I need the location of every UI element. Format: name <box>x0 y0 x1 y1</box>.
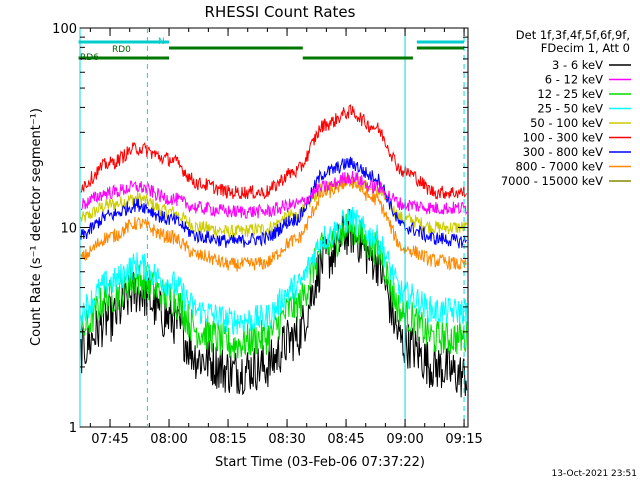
y-tick-label: 1 <box>69 421 77 436</box>
x-tick-label: 08:00 <box>150 432 187 447</box>
legend-entry-label: 100 - 300 keV <box>523 131 603 145</box>
legend-header-line: FDecim 1, Att 0 <box>541 41 630 55</box>
series-line <box>80 206 468 336</box>
x-axis-label: Start Time (03-Feb-06 07:37:22) <box>215 455 425 470</box>
series-line <box>80 210 468 359</box>
x-tick-label: 08:30 <box>268 432 305 447</box>
night-marker-label: N <box>158 37 165 47</box>
legend-entry-label: 3 - 6 keV <box>552 58 603 72</box>
rd0-label: RD0 <box>112 45 131 55</box>
legend-entry-label: 25 - 50 keV <box>537 102 603 116</box>
generation-timestamp: 13-Oct-2021 23:51 <box>552 469 637 479</box>
legend-entry-label: 7000 - 15000 keV <box>501 174 603 188</box>
legend-entry-label: 300 - 800 keV <box>523 145 603 159</box>
y-axis-label: Count Rate (s⁻¹ detector segment⁻¹) <box>29 108 44 346</box>
series-line <box>80 104 468 200</box>
series-line <box>80 174 468 272</box>
series-line <box>80 156 467 249</box>
x-tick-label: 09:00 <box>386 432 423 447</box>
y-tick-label: 10 <box>60 222 77 237</box>
series-line <box>80 170 468 219</box>
x-tick-label: 07:45 <box>91 432 128 447</box>
axis-layer: 1 10 100 07:45 08:00 08:15 08:30 08:45 09:00 09:1… <box>52 22 483 447</box>
legend-entry-label: 800 - 7000 keV <box>515 160 603 174</box>
x-tick-label: 08:15 <box>209 432 246 447</box>
rd6-label: RD6 <box>80 53 99 63</box>
legend-header-line: Det 1f,3f,4f,5f,6f,9f, <box>516 28 630 42</box>
series-layer <box>80 104 468 398</box>
y-tick-label: 100 <box>52 22 77 37</box>
legend-entry-label: 50 - 100 keV <box>530 116 603 130</box>
legend-entry-label: 12 - 25 keV <box>537 87 603 101</box>
legend: Det 1f,3f,4f,5f,6f,9f,FDecim 1, Att 0 3 -… <box>501 28 631 188</box>
chart-title: RHESSI Count Rates <box>205 3 356 21</box>
x-tick-label: 09:15 <box>445 432 482 447</box>
x-tick-label: 08:45 <box>327 432 364 447</box>
overlay-layer: RD0 RD6 N <box>78 28 465 427</box>
legend-entry-label: 6 - 12 keV <box>545 73 603 87</box>
